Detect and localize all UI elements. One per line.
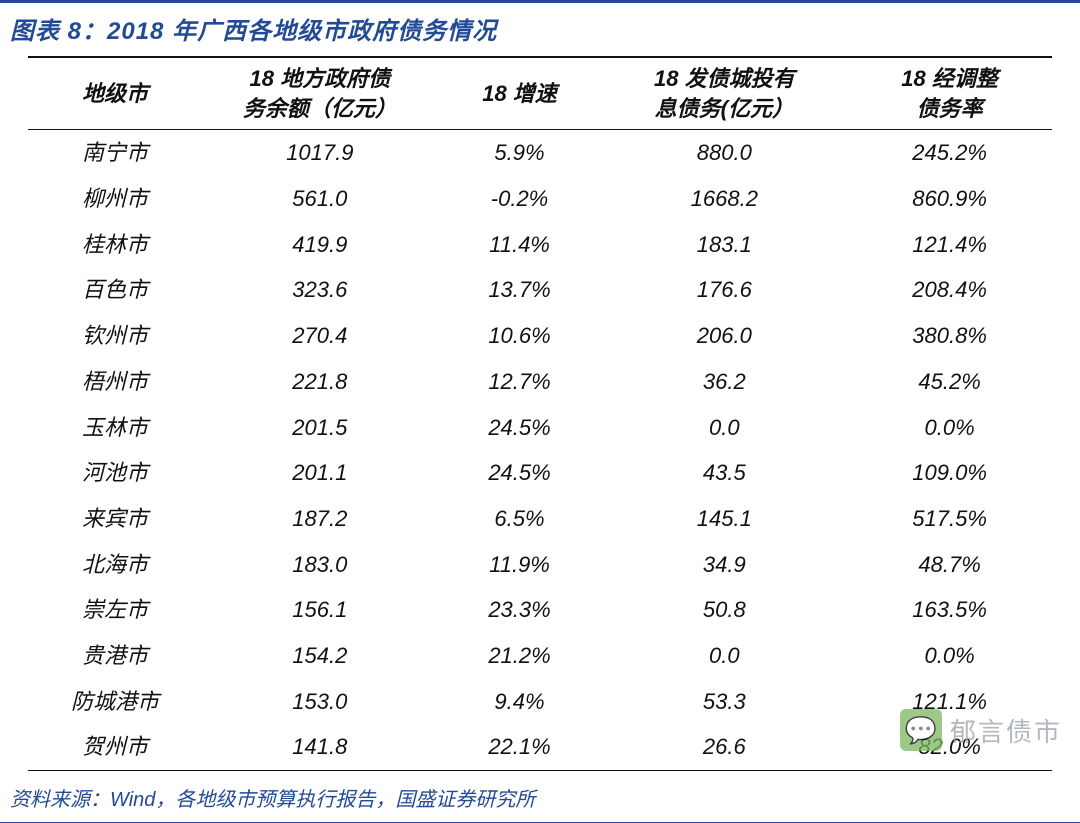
cell-city: 柳州市 [28, 176, 202, 222]
cell-city: 贺州市 [28, 724, 202, 770]
cell-bond: 206.0 [601, 313, 847, 359]
cell-debt: 561.0 [202, 176, 438, 222]
cell-grow: 23.3% [438, 587, 602, 633]
cell-grow: -0.2% [438, 176, 602, 222]
cell-rate: 0.0% [847, 633, 1052, 679]
cell-rate: 121.4% [847, 222, 1052, 268]
cell-grow: 12.7% [438, 359, 602, 405]
source-text: 资料来源：Wind，各地级市预算执行报告，国盛证券研究所 [10, 789, 535, 811]
cell-rate: 0.0% [847, 405, 1052, 451]
cell-city: 钦州市 [28, 313, 202, 359]
cell-grow: 6.5% [438, 496, 602, 542]
cell-grow: 13.7% [438, 267, 602, 313]
debt-table: 地级市 18 地方政府债 务余额（亿元） 18 增速 18 发债城投有 息债务(… [28, 56, 1052, 771]
figure-title: 图表 8：2018 年广西各地级市政府债务情况 [10, 18, 497, 45]
cell-grow: 11.9% [438, 542, 602, 588]
wechat-icon: 💬 [900, 709, 942, 751]
cell-bond: 1668.2 [601, 176, 847, 222]
table-row: 柳州市561.0-0.2%1668.2860.9% [28, 176, 1052, 222]
table-row: 来宾市187.26.5%145.1517.5% [28, 496, 1052, 542]
cell-city: 贵港市 [28, 633, 202, 679]
cell-city: 南宁市 [28, 130, 202, 176]
cell-bond: 880.0 [601, 130, 847, 176]
col-header-grow: 18 增速 [438, 57, 602, 130]
table-row: 南宁市1017.95.9%880.0245.2% [28, 130, 1052, 176]
cell-bond: 43.5 [601, 450, 847, 496]
cell-debt: 323.6 [202, 267, 438, 313]
cell-city: 桂林市 [28, 222, 202, 268]
cell-city: 崇左市 [28, 587, 202, 633]
cell-grow: 5.9% [438, 130, 602, 176]
table-row: 钦州市270.410.6%206.0380.8% [28, 313, 1052, 359]
cell-city: 来宾市 [28, 496, 202, 542]
table-row: 梧州市221.812.7%36.245.2% [28, 359, 1052, 405]
cell-debt: 187.2 [202, 496, 438, 542]
table-row: 北海市183.011.9%34.948.7% [28, 542, 1052, 588]
cell-bond: 183.1 [601, 222, 847, 268]
col-header-city: 地级市 [28, 57, 202, 130]
table-row: 玉林市201.524.5%0.00.0% [28, 405, 1052, 451]
table-row: 贺州市141.822.1%26.682.0% [28, 724, 1052, 770]
cell-debt: 153.0 [202, 679, 438, 725]
table-body: 南宁市1017.95.9%880.0245.2%柳州市561.0-0.2%166… [28, 130, 1052, 771]
cell-debt: 221.8 [202, 359, 438, 405]
cell-debt: 183.0 [202, 542, 438, 588]
table-row: 百色市323.613.7%176.6208.4% [28, 267, 1052, 313]
cell-bond: 0.0 [601, 633, 847, 679]
cell-rate: 208.4% [847, 267, 1052, 313]
cell-grow: 11.4% [438, 222, 602, 268]
cell-bond: 36.2 [601, 359, 847, 405]
cell-rate: 380.8% [847, 313, 1052, 359]
table-row: 防城港市153.09.4%53.3121.1% [28, 679, 1052, 725]
table-row: 贵港市154.221.2%0.00.0% [28, 633, 1052, 679]
table-row: 崇左市156.123.3%50.8163.5% [28, 587, 1052, 633]
cell-rate: 860.9% [847, 176, 1052, 222]
watermark: 💬 郁言债市 [900, 709, 1062, 751]
cell-rate: 245.2% [847, 130, 1052, 176]
cell-debt: 154.2 [202, 633, 438, 679]
cell-debt: 1017.9 [202, 130, 438, 176]
title-bar: 图表 8：2018 年广西各地级市政府债务情况 [0, 3, 1080, 52]
cell-city: 北海市 [28, 542, 202, 588]
col-header-debt: 18 地方政府债 务余额（亿元） [202, 57, 438, 130]
cell-debt: 419.9 [202, 222, 438, 268]
cell-city: 百色市 [28, 267, 202, 313]
cell-city: 防城港市 [28, 679, 202, 725]
cell-bond: 26.6 [601, 724, 847, 770]
cell-rate: 109.0% [847, 450, 1052, 496]
cell-grow: 9.4% [438, 679, 602, 725]
cell-grow: 24.5% [438, 450, 602, 496]
cell-debt: 156.1 [202, 587, 438, 633]
cell-bond: 50.8 [601, 587, 847, 633]
col-header-rate: 18 经调整 债务率 [847, 57, 1052, 130]
cell-debt: 201.1 [202, 450, 438, 496]
cell-rate: 48.7% [847, 542, 1052, 588]
cell-grow: 24.5% [438, 405, 602, 451]
cell-grow: 21.2% [438, 633, 602, 679]
cell-city: 河池市 [28, 450, 202, 496]
table-row: 河池市201.124.5%43.5109.0% [28, 450, 1052, 496]
cell-bond: 0.0 [601, 405, 847, 451]
cell-bond: 34.9 [601, 542, 847, 588]
source-bar: 资料来源：Wind，各地级市预算执行报告，国盛证券研究所 [0, 777, 1080, 822]
figure-frame: 图表 8：2018 年广西各地级市政府债务情况 地级市 18 地方政府债 务余额… [0, 0, 1080, 823]
cell-rate: 517.5% [847, 496, 1052, 542]
cell-city: 玉林市 [28, 405, 202, 451]
col-header-bond: 18 发债城投有 息债务(亿元） [601, 57, 847, 130]
cell-grow: 10.6% [438, 313, 602, 359]
table-header-row: 地级市 18 地方政府债 务余额（亿元） 18 增速 18 发债城投有 息债务(… [28, 57, 1052, 130]
cell-bond: 145.1 [601, 496, 847, 542]
cell-rate: 163.5% [847, 587, 1052, 633]
cell-bond: 53.3 [601, 679, 847, 725]
cell-grow: 22.1% [438, 724, 602, 770]
watermark-text: 郁言债市 [950, 712, 1062, 749]
cell-debt: 141.8 [202, 724, 438, 770]
cell-rate: 45.2% [847, 359, 1052, 405]
cell-debt: 201.5 [202, 405, 438, 451]
table-row: 桂林市419.911.4%183.1121.4% [28, 222, 1052, 268]
table-wrap: 地级市 18 地方政府债 务余额（亿元） 18 增速 18 发债城投有 息债务(… [0, 52, 1080, 777]
cell-city: 梧州市 [28, 359, 202, 405]
cell-debt: 270.4 [202, 313, 438, 359]
cell-bond: 176.6 [601, 267, 847, 313]
